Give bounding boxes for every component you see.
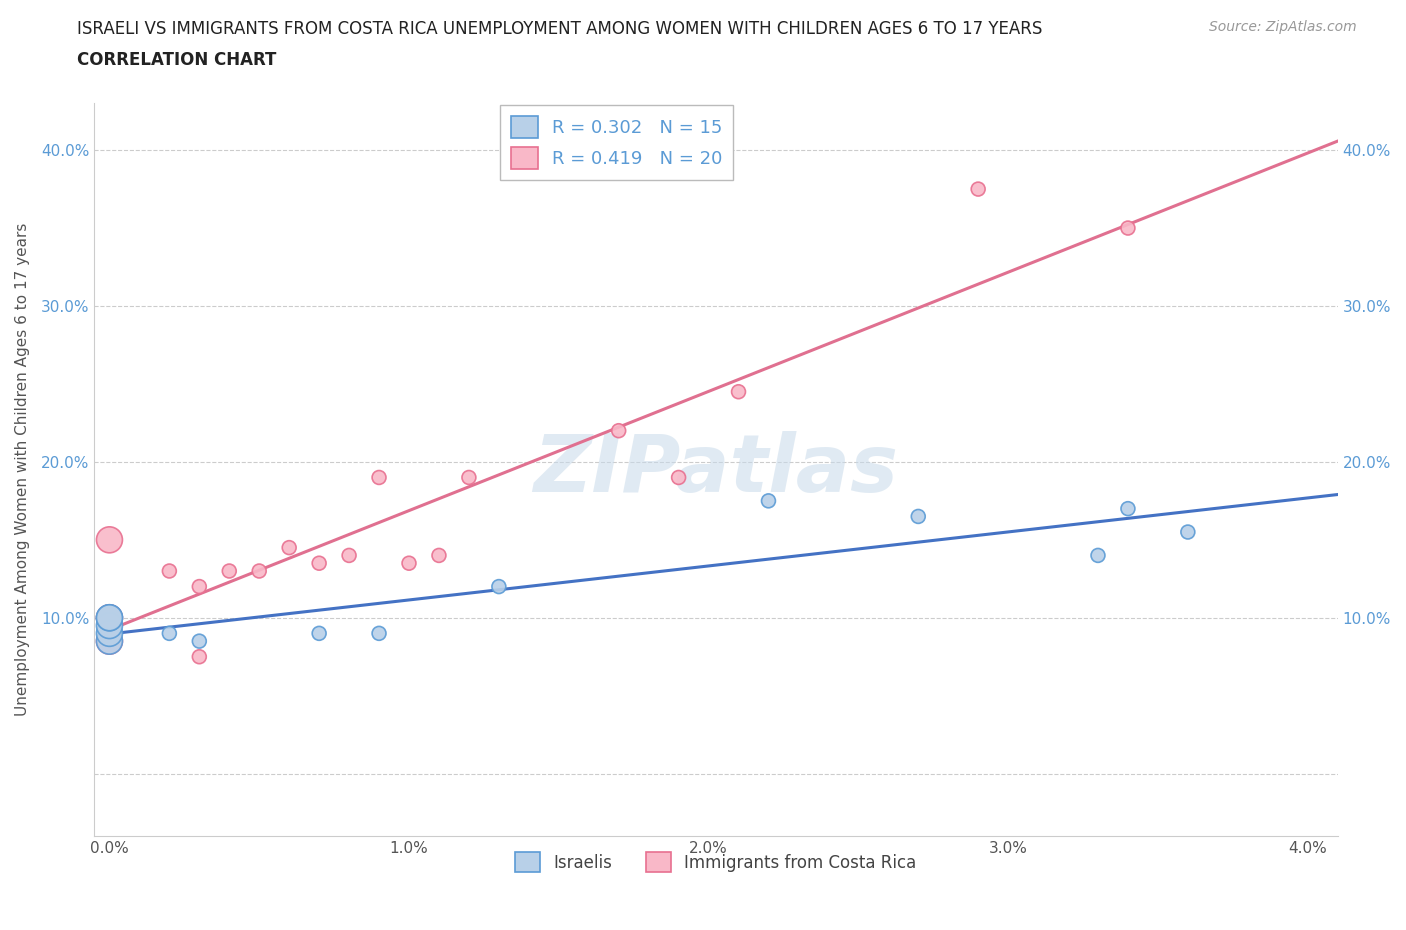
Point [98, 618, 121, 633]
Point [98, 610, 121, 625]
Point [247, 564, 270, 578]
Point [337, 548, 360, 563]
Point [1177, 525, 1199, 539]
Point [607, 423, 630, 438]
Point [398, 556, 420, 571]
Point [157, 626, 180, 641]
Point [188, 649, 211, 664]
Y-axis label: Unemployment Among Women with Children Ages 6 to 17 years: Unemployment Among Women with Children A… [15, 223, 30, 716]
Legend: Israelis, Immigrants from Costa Rica: Israelis, Immigrants from Costa Rica [509, 845, 924, 879]
Point [1087, 548, 1109, 563]
Point [98, 610, 121, 625]
Point [427, 548, 450, 563]
Point [157, 564, 180, 578]
Point [1116, 220, 1139, 235]
Text: Source: ZipAtlas.com: Source: ZipAtlas.com [1209, 20, 1357, 34]
Point [368, 626, 391, 641]
Point [368, 470, 391, 485]
Point [218, 564, 240, 578]
Text: CORRELATION CHART: CORRELATION CHART [77, 51, 277, 69]
Point [727, 384, 749, 399]
Point [488, 579, 510, 594]
Point [188, 579, 211, 594]
Point [458, 470, 481, 485]
Point [758, 494, 780, 509]
Point [967, 181, 990, 196]
Point [98, 626, 121, 641]
Text: ISRAELI VS IMMIGRANTS FROM COSTA RICA UNEMPLOYMENT AMONG WOMEN WITH CHILDREN AGE: ISRAELI VS IMMIGRANTS FROM COSTA RICA UN… [77, 20, 1043, 38]
Point [308, 626, 330, 641]
Point [278, 540, 301, 555]
Point [188, 633, 211, 648]
Point [98, 532, 121, 547]
Point [1116, 501, 1139, 516]
Point [98, 633, 121, 648]
Point [98, 633, 121, 648]
Point [668, 470, 690, 485]
Point [308, 556, 330, 571]
Point [98, 610, 121, 625]
Point [907, 509, 929, 524]
Text: ZIPatlas: ZIPatlas [533, 431, 898, 509]
